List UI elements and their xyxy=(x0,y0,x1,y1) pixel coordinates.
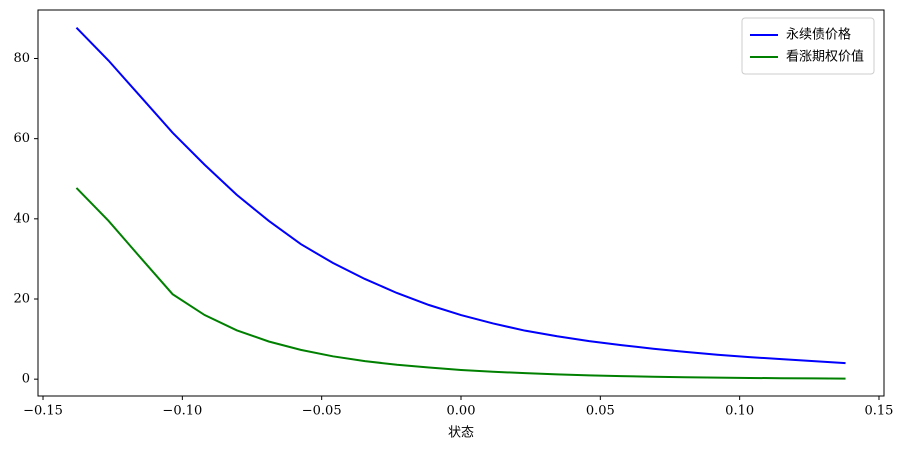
y-tick-label: 0 xyxy=(22,372,30,387)
line-series xyxy=(75,187,846,380)
x-tick-label: 0.10 xyxy=(725,404,754,419)
legend-label: 看涨期权价值 xyxy=(786,49,864,65)
y-tick-label: 40 xyxy=(13,211,30,226)
y-tick-label: 80 xyxy=(13,51,30,66)
x-tick-label: −0.05 xyxy=(302,404,342,419)
x-tick-label: −0.15 xyxy=(23,404,63,419)
x-tick-label: −0.10 xyxy=(162,404,202,419)
line-series xyxy=(75,26,846,365)
x-axis-label: 状态 xyxy=(448,426,474,441)
legend-label: 永续债价格 xyxy=(786,27,851,43)
x-tick-label: 0.00 xyxy=(447,404,476,419)
x-tick-label: 0.15 xyxy=(865,404,894,419)
y-tick-label: 60 xyxy=(13,131,30,146)
x-tick-label: 0.05 xyxy=(586,404,615,419)
y-tick-label: 20 xyxy=(13,291,30,306)
legend-box xyxy=(741,17,875,75)
